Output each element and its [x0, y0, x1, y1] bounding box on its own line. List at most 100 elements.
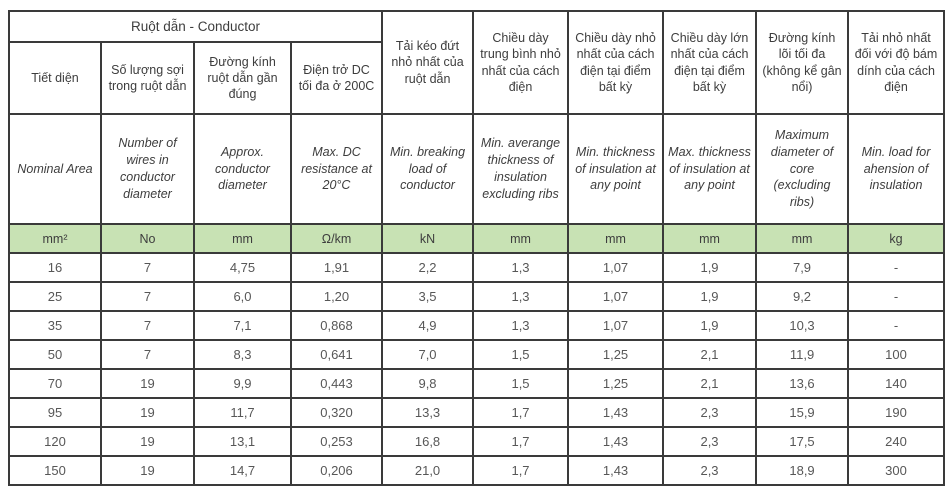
table-cell: 1,3	[472, 281, 570, 312]
table-cell: 240	[847, 426, 946, 457]
table-cell: 18,9	[755, 455, 850, 486]
table-cell: 0,443	[289, 368, 384, 399]
table-cell: 1,5	[472, 339, 570, 370]
table-cell: 21,0	[381, 455, 475, 486]
column-header-en: Nominal Area	[8, 113, 102, 225]
table-cell: 13,1	[193, 426, 292, 457]
table-cell: 7	[100, 252, 195, 283]
table-cell: 7,1	[193, 310, 292, 341]
table-cell: 3,5	[381, 281, 475, 312]
table-row: 16 7 4,75 1,91 2,2 1,3 1,07 1,9 7,9-	[8, 252, 946, 283]
table-cell: 35	[8, 310, 102, 341]
table-cell: 1,9	[662, 310, 758, 341]
english-header-row: Nominal Area Number of wires in conductor…	[8, 113, 946, 225]
table-cell: 2,1	[662, 339, 758, 370]
table-cell: 1,25	[567, 368, 665, 399]
table-cell: 8,3	[193, 339, 292, 370]
vietnamese-header-row: Tiết diện Số lượng sợi trong ruột dẫn Đườn…	[8, 41, 944, 115]
table-cell: 9,8	[381, 368, 475, 399]
table-cell: 1,3	[472, 310, 570, 341]
table-cell: 0,641	[289, 339, 384, 370]
column-header-en: Approx. conductor diameter	[193, 113, 292, 225]
column-header-vi: Tải nhỏ nhất đối với độ bám dính của các…	[847, 10, 946, 115]
table-cell: 1,7	[472, 455, 570, 486]
units-row: mm² No mm Ω/km kN mm mm mm mm kg	[8, 223, 946, 254]
column-header-vi: Chiều dày lớn nhất của cách điện tại điể…	[662, 10, 758, 115]
unit-cell: mm	[193, 223, 292, 254]
column-header-en: Min. thickness of insulation at any poin…	[567, 113, 665, 225]
column-header-vi: Tải kéo đứt nhỏ nhất của ruột dẫn	[381, 10, 475, 115]
table-cell: 19	[100, 426, 195, 457]
table-row: 120 19 13,1 0,253 16,8 1,7 1,43 2,3 17,5 240	[8, 426, 946, 457]
table-cell: 0,253	[289, 426, 384, 457]
table-cell: 0,206	[289, 455, 384, 486]
table-cell: 7,9	[755, 252, 850, 283]
column-header-en: Min. breaking load of conductor	[381, 113, 475, 225]
table-cell: 7	[100, 281, 195, 312]
column-header-vi: Số lượng sợi trong ruột dẫn	[100, 41, 195, 115]
table-cell: 1,20	[289, 281, 384, 312]
table-row: 95 19 11,7 0,320 13,3 1,7 1,43 2,3 15,9 190	[8, 397, 946, 428]
table-cell: 1,43	[567, 397, 665, 428]
unit-cell: mm	[567, 223, 665, 254]
table-cell: 190	[847, 397, 946, 428]
table-cell: 2,3	[662, 455, 758, 486]
table-cell: 1,07	[567, 281, 665, 312]
unit-cell: kN	[381, 223, 475, 254]
unit-cell: No	[100, 223, 195, 254]
table-cell: 13,6	[755, 368, 850, 399]
column-header-vi: Chiều dày nhỏ nhất của cách điện tại điể…	[567, 10, 665, 115]
table-cell: 1,9	[662, 252, 758, 283]
table-cell: 95	[8, 397, 102, 428]
table-cell: 2,3	[662, 397, 758, 428]
table-cell: 7	[100, 339, 195, 370]
column-header-en: Max. thickness of insulation at any poin…	[662, 113, 758, 225]
column-header-vi: Đường kính ruột dẫn gần đúng	[193, 41, 292, 115]
table-cell: 1,07	[567, 310, 665, 341]
table-cell: 11,9	[755, 339, 850, 370]
table-cell: 15,9	[755, 397, 850, 428]
unit-cell: mm	[662, 223, 758, 254]
table-cell: 13,3	[381, 397, 475, 428]
table-cell: 1,7	[472, 397, 570, 428]
table-row: 150 19 14,7 0,206 21,0 1,7 1,43 2,3 18,9 300	[8, 455, 946, 486]
unit-cell: kg	[847, 223, 946, 254]
table-cell: 1,43	[567, 455, 665, 486]
unit-cell: mm	[472, 223, 570, 254]
table-cell: -	[847, 310, 946, 341]
column-header-vi: Chiều dày trung bình nhỏ nhất của cách đ…	[472, 10, 570, 115]
table-cell: 10,3	[755, 310, 850, 341]
unit-cell: Ω/km	[289, 223, 384, 254]
column-header-vi: Điện trở DC tối đa ở 200C	[289, 41, 384, 115]
table-cell: 1,9	[662, 281, 758, 312]
table-cell: 7,0	[381, 339, 475, 370]
table-cell: 19	[100, 397, 195, 428]
column-header-en: Maximum diameter of core (excluding ribs…	[755, 113, 850, 225]
table-cell: 100	[847, 339, 946, 370]
table-cell: 50	[8, 339, 102, 370]
group-header-conductor: Ruột dẫn - Conductor	[7, 10, 384, 43]
table-cell: 4,9	[381, 310, 475, 341]
column-header-vi: Tiết diện	[8, 41, 102, 115]
group-header-row: Ruột dẫn - Conductor Tải kéo đứt nhỏ nhất…	[7, 10, 946, 115]
table-cell: 7	[100, 310, 195, 341]
table-cell: 2,3	[662, 426, 758, 457]
table-cell: 2,2	[381, 252, 475, 283]
table-cell: 0,320	[289, 397, 384, 428]
table-cell: 19	[100, 368, 195, 399]
table-cell: 17,5	[755, 426, 850, 457]
table-row: 35 7 7,1 0,868 4,9 1,3 1,07 1,9 10,3-	[8, 310, 946, 341]
table-cell: 300	[847, 455, 946, 486]
table-cell: 0,868	[289, 310, 384, 341]
table-cell: 9,2	[755, 281, 850, 312]
table-cell: 2,1	[662, 368, 758, 399]
column-header-en: Min. averange thickness of insulation ex…	[472, 113, 570, 225]
column-header-vi: Đường kính lõi tối đa (không kể gân nổi)	[755, 10, 850, 115]
table-row: 70 19 9,9 0,443 9,8 1,5 1,25 2,1 13,6 140	[8, 368, 946, 399]
table-row: 50 7 8,3 0,641 7,0 1,5 1,25 2,1 11,9 100	[8, 339, 946, 370]
table-cell: 11,7	[193, 397, 292, 428]
table-cell: 1,07	[567, 252, 665, 283]
table-cell: 14,7	[193, 455, 292, 486]
table-cell: 1,25	[567, 339, 665, 370]
